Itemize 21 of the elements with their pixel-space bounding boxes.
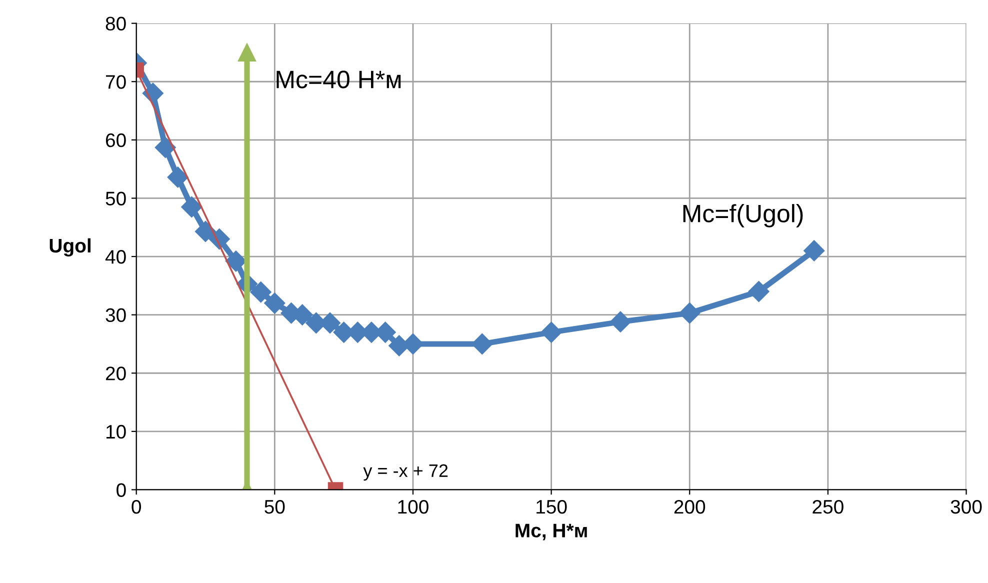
x-tick-label: 200 xyxy=(674,500,706,514)
x-tick-label: 300 xyxy=(950,500,982,514)
y-tick-label: 20 xyxy=(106,366,126,380)
x-tick-label: 50 xyxy=(264,500,285,514)
y-tick-label: 0 xyxy=(116,483,126,497)
x-tick-label: 100 xyxy=(398,500,428,514)
y-tick-label: 80 xyxy=(106,16,126,31)
y-tick-label: 40 xyxy=(105,250,126,264)
y-axis-title: Ugol xyxy=(50,238,90,257)
x-tick-label: 150 xyxy=(536,500,567,514)
x-tick-label: 250 xyxy=(812,500,844,514)
series-label: Mc=f(Ugol) xyxy=(683,204,803,228)
y-tick-label: 30 xyxy=(106,308,126,322)
y-tick-label: 50 xyxy=(106,192,126,206)
y-tick-label: 70 xyxy=(106,75,126,89)
y-tick-label: 60 xyxy=(106,133,126,148)
series-label: Mc=40 Н*м xyxy=(276,70,401,88)
x-axis-title: Mc, Н*м xyxy=(516,524,587,540)
series-label: y = -x + 72 xyxy=(363,464,448,481)
x-tick-label: 0 xyxy=(132,500,141,514)
y-tick-label: 10 xyxy=(106,424,126,439)
